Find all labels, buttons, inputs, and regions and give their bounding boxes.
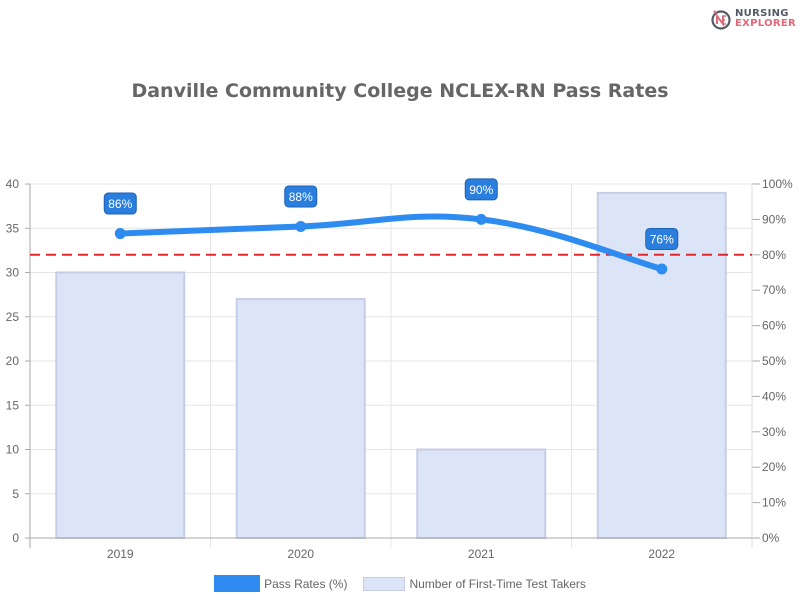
- point-label-text: 86%: [108, 197, 132, 211]
- x-tick: 2022: [648, 547, 675, 561]
- y-left-tick: 10: [6, 443, 20, 457]
- legend-swatch-line: [214, 575, 261, 592]
- y-right-tick: 0%: [762, 531, 780, 545]
- y-left-tick: 20: [6, 354, 20, 368]
- point-label-badge: [103, 192, 137, 215]
- point-label-badge: [464, 178, 498, 201]
- point-label-badge: [645, 227, 679, 250]
- legend-swatch-bar: [363, 576, 406, 591]
- pass-rate-line: [117, 213, 665, 272]
- y-right-tick: 10%: [762, 496, 786, 510]
- bar[interactable]: [235, 298, 366, 539]
- y-right-tick: 30%: [762, 425, 786, 439]
- y-right-tick: 40%: [762, 389, 786, 403]
- legend-label: Pass Rates (%): [264, 576, 348, 591]
- nursing-explorer-logo-icon: [711, 10, 731, 30]
- y-right-tick: 20%: [762, 460, 786, 474]
- x-tick: 2020: [287, 547, 314, 561]
- data-point[interactable]: [295, 220, 307, 232]
- data-point[interactable]: [656, 263, 668, 275]
- point-label-badge: [284, 185, 318, 208]
- y-left-tick: 30: [6, 266, 20, 280]
- data-point[interactable]: [475, 213, 487, 225]
- legend-item-test-takers[interactable]: Number of First-Time Test Takers: [353, 576, 586, 591]
- y-right-tick: 100%: [762, 177, 793, 191]
- y-left-tick: 40: [6, 177, 20, 191]
- point-label-text: 76%: [650, 232, 674, 246]
- bar-series: [55, 191, 727, 539]
- brand-logo: NURSING EXPLORER: [710, 8, 796, 30]
- legend-item-pass-rates[interactable]: Pass Rates (%): [214, 575, 347, 592]
- legend-label: Number of First-Time Test Takers: [409, 576, 586, 591]
- y-left-tick: 5: [12, 487, 19, 501]
- y-right-tick: 60%: [762, 319, 786, 333]
- axes: 0 5 10 15 20 25 30 35 40 0% 10% 20% 30% 40% 50% 60% 70% 8…: [6, 177, 793, 561]
- logo-text-line1: NURSING: [735, 8, 789, 19]
- legend: Pass Rates (%) Number of First-Time Test…: [0, 575, 800, 592]
- y-right-tick: 70%: [762, 283, 786, 297]
- y-left-tick: 35: [6, 221, 20, 235]
- y-right-tick: 90%: [762, 212, 786, 226]
- y-right-tick: 50%: [762, 354, 786, 368]
- point-label-text: 90%: [469, 183, 493, 197]
- y-left-tick: 25: [6, 310, 20, 324]
- bar[interactable]: [55, 271, 186, 539]
- logo-text-line2: EXPLORER: [735, 18, 797, 29]
- line-series: [114, 213, 668, 275]
- chart-title: Danville Community College NCLEX-RN Pass…: [131, 80, 669, 102]
- point-label-text: 88%: [289, 190, 313, 204]
- point-labels: 86% 88% 90% 76%: [103, 178, 679, 250]
- y-right-tick: 80%: [762, 248, 786, 262]
- bar[interactable]: [416, 448, 547, 539]
- y-left-tick: 0: [12, 531, 19, 545]
- data-point[interactable]: [114, 228, 126, 240]
- y-left-tick: 15: [6, 398, 20, 412]
- x-tick: 2021: [468, 547, 495, 561]
- bar[interactable]: [596, 191, 727, 539]
- x-tick: 2019: [107, 547, 134, 561]
